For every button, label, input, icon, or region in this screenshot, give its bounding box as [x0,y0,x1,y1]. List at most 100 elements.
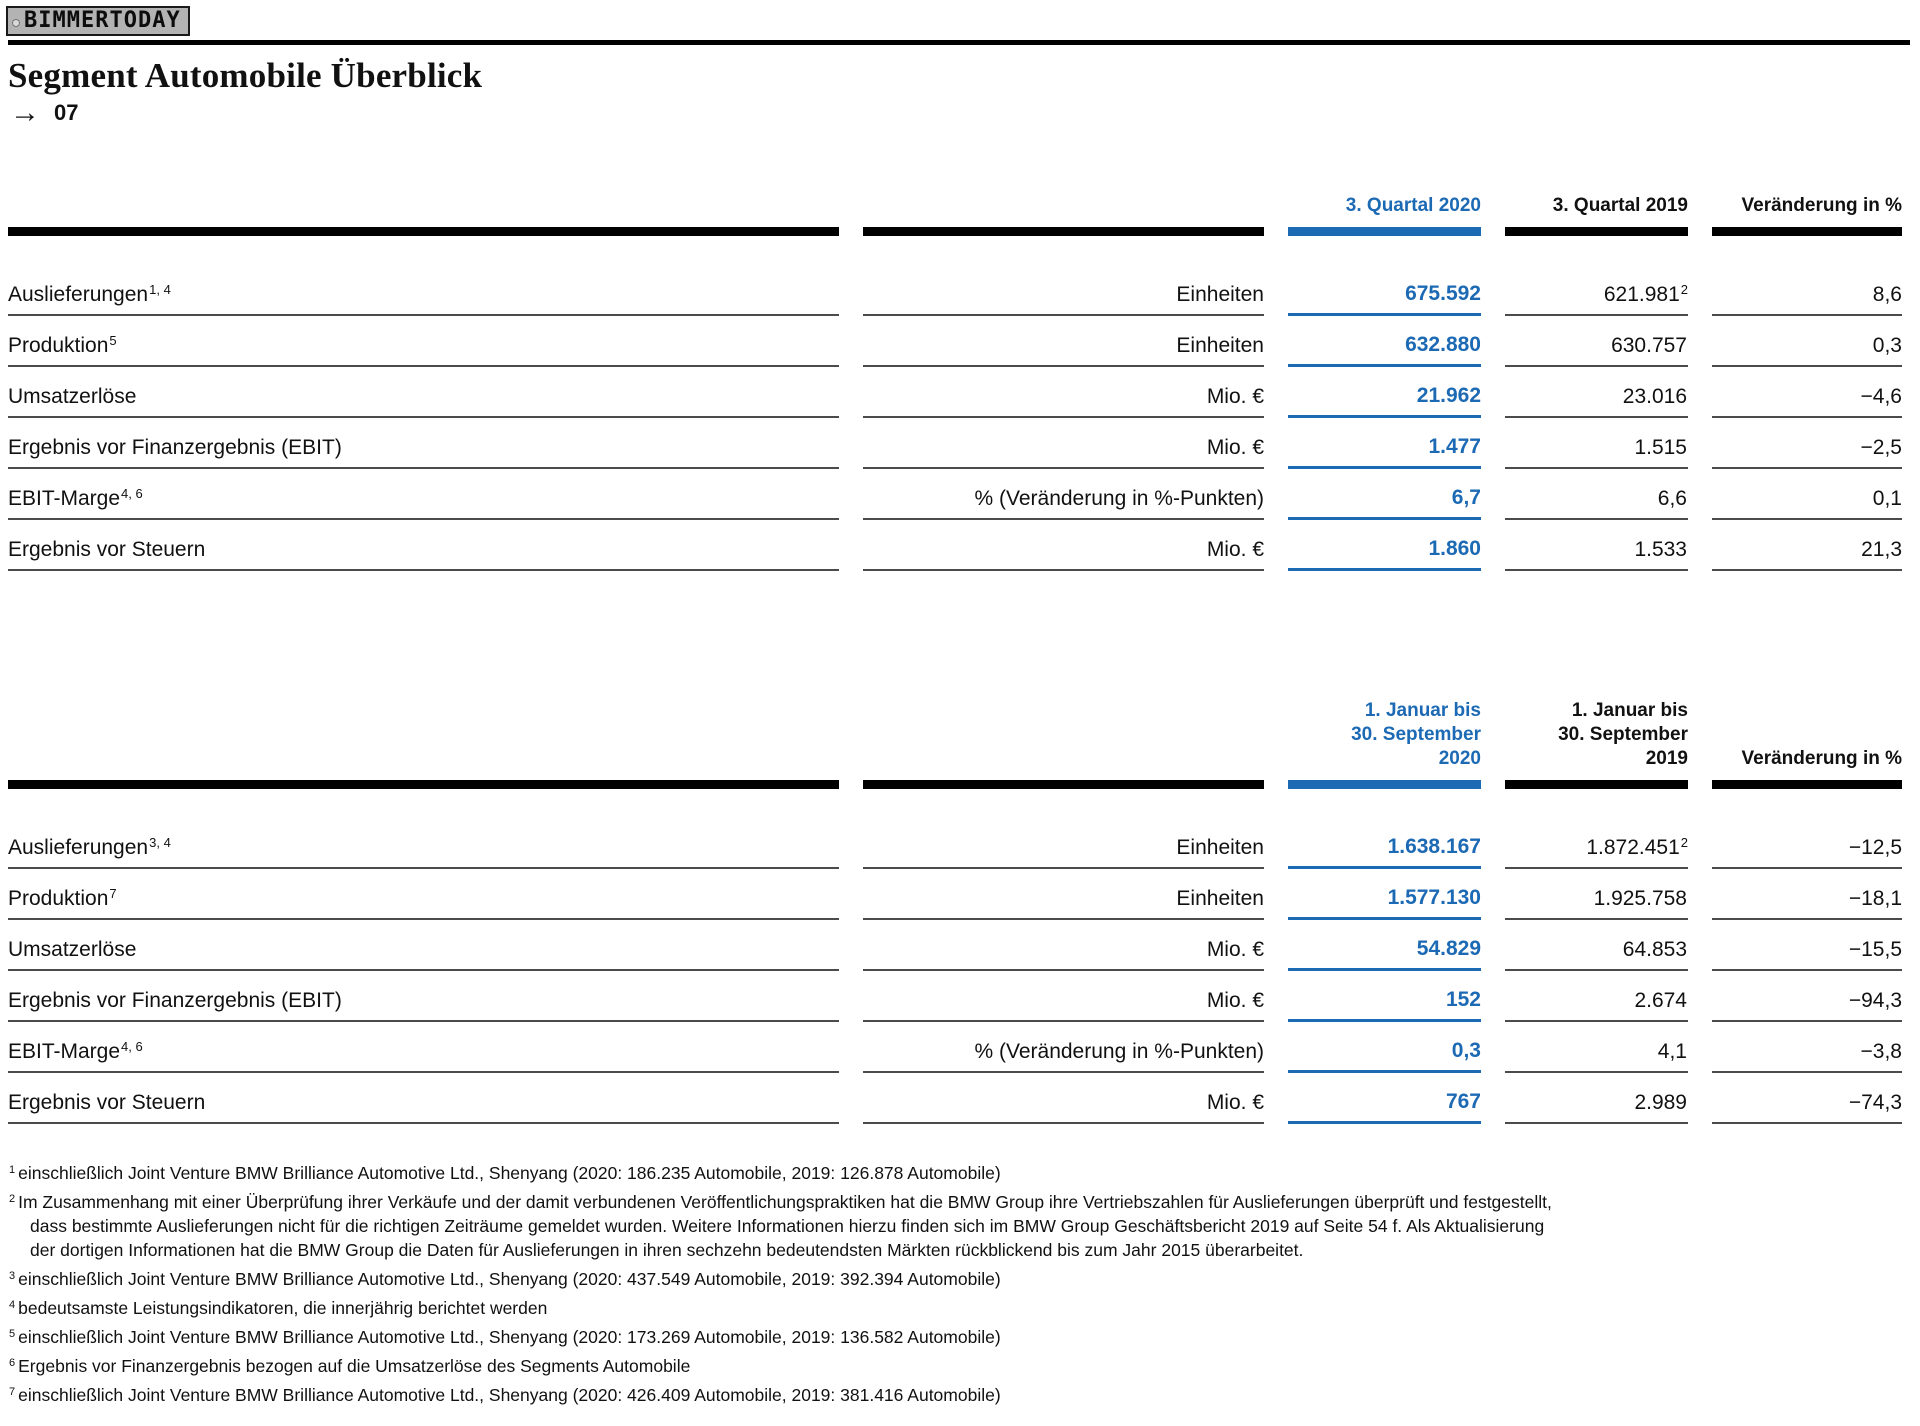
row-value-2019: 630.757 [1611,334,1687,357]
bar-change-col [1712,227,1902,236]
table-row: Auslieferungen3, 4 Einheiten 1.638.167 1… [8,789,1902,869]
row-value-2019: 2.989 [1634,1091,1687,1114]
row-label: Umsatzerlöse [8,385,137,408]
table-row: Umsatzerlöse Mio. € 21.962 23.016 −4,6 [8,367,1902,418]
page-title: Segment Automobile Überblick [8,56,483,95]
col-header-ytd-2020: 1. Januar bis 30. September 2020 [1351,700,1481,769]
table-row: Ergebnis vor Finanzergebnis (EBIT) Mio. … [8,418,1902,469]
row-unit: Mio. € [1206,436,1264,459]
footnotes: 1 einschließlich Joint Venture BMW Brilli… [8,1158,1556,1407]
row-value-2020: 1.638.167 [1387,835,1481,858]
row-change: −12,5 [1848,836,1902,859]
row-value-2020: 767 [1445,1090,1481,1113]
row-label: Ergebnis vor Finanzergebnis (EBIT) [8,989,342,1012]
row-label: Produktion [8,334,109,357]
row-value-2019: 2.674 [1634,989,1687,1012]
row-value-2020: 675.592 [1405,282,1481,305]
row-value-2020: 152 [1445,988,1481,1011]
row-change: 0,1 [1872,487,1902,510]
row-change: −18,1 [1848,887,1902,910]
row-change: 0,3 [1872,334,1902,357]
table-row: EBIT-Marge4, 6 % (Veränderung in %-Punkt… [8,1022,1902,1073]
footnote-4: 4 bedeutsamste Leistungsindikatoren, die … [9,1298,548,1318]
header-spacer-unit [863,194,1264,227]
header-spacer-label [8,699,839,780]
row-value-2020: 6,7 [1451,486,1481,509]
footnote-3: 3 einschließlich Joint Venture BMW Brilli… [9,1269,1001,1289]
row-unit: Einheiten [1176,283,1264,306]
row-change: −2,5 [1860,436,1902,459]
row-value-2019: 1.533 [1634,538,1687,561]
q3-header-bars [8,227,1902,236]
row-change: −94,3 [1848,989,1902,1012]
table-row: Ergebnis vor Steuern Mio. € 767 2.989 −7… [8,1073,1902,1124]
table-row: Produktion7 Einheiten 1.577.130 1.925.75… [8,869,1902,920]
row-unit: Mio. € [1206,938,1264,961]
table-row: Produktion5 Einheiten 632.880 630.757 0,… [8,316,1902,367]
row-label-sup: 1, 4 [149,282,171,297]
row-label: EBIT-Marge [8,1040,121,1063]
row-label-sup: 7 [109,886,117,901]
footnote-1: 1 einschließlich Joint Venture BMW Brilli… [9,1163,1001,1183]
row-label: Ergebnis vor Finanzergebnis (EBIT) [8,436,342,459]
col-header-change: Veränderung in % [1741,195,1902,216]
col-header-q3-2019: 3. Quartal 2019 [1552,195,1688,216]
footnote-6: 6 Ergebnis vor Finanzergebnis bezogen auf… [9,1356,691,1376]
row-value-2020: 54.829 [1416,937,1481,960]
row-value-2019: 6,6 [1657,487,1687,510]
row-label-sup: 3, 4 [149,835,171,850]
col-header-q3-2020: 3. Quartal 2020 [1345,195,1481,216]
row-label-sup: 4, 6 [121,486,143,501]
row-label: Umsatzerlöse [8,938,137,961]
row-change: −4,6 [1860,385,1902,408]
table-row: Umsatzerlöse Mio. € 54.829 64.853 −15,5 [8,920,1902,971]
row-label: EBIT-Marge [8,487,121,510]
table-row: Auslieferungen1, 4 Einheiten 675.592 621… [8,236,1902,316]
page-marker: → 07 [10,96,1920,129]
bar-2019-col [1505,227,1688,236]
footnote-2: 2 Im Zusammenhang mit einer Überprüfung i… [9,1192,1552,1260]
q3-table-header: 3. Quartal 2020 3. Quartal 2019 Veränder… [8,194,1902,227]
col-header-ytd-2019: 1. Januar bis 30. September 2019 [1558,700,1688,769]
row-unit: Mio. € [1206,538,1264,561]
row-label: Produktion [8,887,109,910]
footnote-5: 5 einschließlich Joint Venture BMW Brilli… [9,1327,1001,1347]
row-change: 8,6 [1872,283,1902,306]
table-row: EBIT-Marge4, 6 % (Veränderung in %-Punkt… [8,469,1902,520]
row-label: Ergebnis vor Steuern [8,538,206,561]
row-change: −3,8 [1860,1040,1902,1063]
row-label: Ergebnis vor Steuern [8,1091,206,1114]
row-change: −74,3 [1848,1091,1902,1114]
row-value-2019: 1.925.758 [1593,887,1687,910]
row-value-2019: 23.016 [1622,385,1687,408]
row-label-sup: 4, 6 [121,1039,143,1054]
row-unit: Einheiten [1176,334,1264,357]
page-number: 07 [54,100,79,125]
bar-2020-col [1288,227,1481,236]
bar-label-col [8,227,839,236]
row-value-2020: 1.860 [1428,537,1481,560]
row-value-2019-sup: 2 [1680,835,1688,850]
row-change: −15,5 [1848,938,1902,961]
bar-change-col [1712,780,1902,789]
bar-2020-col [1288,780,1481,789]
bar-unit-col [863,227,1264,236]
bar-label-col [8,780,839,789]
row-value-2019: 4,1 [1657,1040,1687,1063]
row-value-2020: 632.880 [1405,333,1481,356]
row-value-2020: 0,3 [1451,1039,1481,1062]
table-row: Ergebnis vor Finanzergebnis (EBIT) Mio. … [8,971,1902,1022]
bar-unit-col [863,780,1264,789]
row-unit: % (Veränderung in %-Punkten) [974,1040,1265,1063]
arrow-icon: → [10,96,40,129]
ytd-table-header: 1. Januar bis 30. September 2020 1. Janu… [8,699,1902,780]
row-value-2019: 621.981 [1603,283,1680,306]
row-unit: % (Veränderung in %-Punkten) [974,487,1265,510]
row-value-2020: 21.962 [1416,384,1481,407]
table-row: Ergebnis vor Steuern Mio. € 1.860 1.533 … [8,520,1902,571]
row-unit: Einheiten [1176,836,1264,859]
row-value-2019: 1.515 [1634,436,1687,459]
row-value-2020: 1.477 [1428,435,1481,458]
row-unit: Mio. € [1206,385,1264,408]
header-spacer-label [8,194,839,227]
